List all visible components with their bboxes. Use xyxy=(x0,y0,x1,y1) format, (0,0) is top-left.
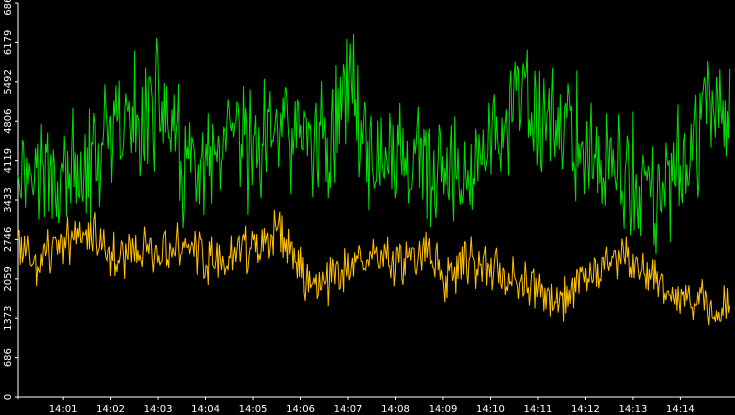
x-tick-label: 14:06 xyxy=(286,404,315,415)
x-tick-label: 14:05 xyxy=(239,404,268,415)
x-tick-label: 14:12 xyxy=(571,404,600,415)
x-tick-label: 14:07 xyxy=(334,404,363,415)
y-tick-label: 2746 xyxy=(3,227,14,252)
series-line-green xyxy=(17,33,731,255)
x-tick-label: 14:01 xyxy=(49,404,78,415)
y-tick-label: 5492 xyxy=(3,69,14,94)
x-tick-label: 14:11 xyxy=(524,404,553,415)
y-tick-label: 1373 xyxy=(3,305,14,330)
y-tick-label: 6179 xyxy=(3,30,14,55)
series-line-orange xyxy=(17,209,731,326)
x-tick-label: 14:13 xyxy=(618,404,647,415)
x-tick-label: 14:02 xyxy=(96,404,125,415)
x-tick-label: 14:03 xyxy=(144,404,173,415)
y-tick-label: 3433 xyxy=(3,187,14,212)
y-tick-label: 6866 xyxy=(3,0,14,16)
x-tick-label: 14:08 xyxy=(381,404,410,415)
y-tick-label: 4119 xyxy=(3,148,14,173)
y-tick-label: 0 xyxy=(3,394,14,400)
y-tick-label: 686 xyxy=(3,348,14,367)
y-tick-label: 2059 xyxy=(3,266,14,291)
x-axis: 14:01 14:02 14:03 14:04 14:05 14:06 14:07 14:08… xyxy=(18,396,735,415)
x-tick-label: 14:09 xyxy=(429,404,458,415)
y-tick-label: 4806 xyxy=(3,108,14,133)
x-tick-label: 14:14 xyxy=(666,404,695,415)
x-tick-label: 14:04 xyxy=(191,404,220,415)
y-axis: 0 686 1373 2059 2746 3433 4119 4806 5492 6179 6866 xyxy=(3,0,19,400)
x-tick-label: 14:10 xyxy=(476,404,505,415)
series-layer xyxy=(17,33,731,326)
